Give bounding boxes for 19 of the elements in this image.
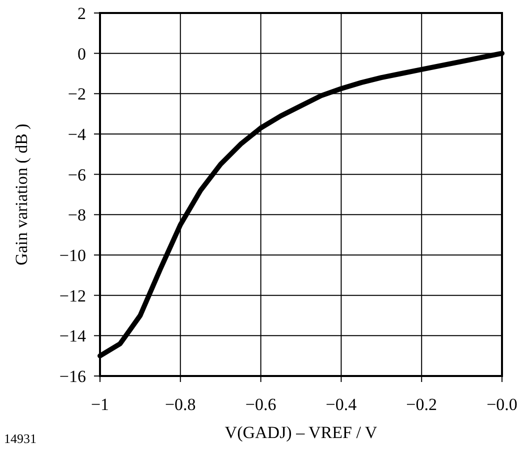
x-tick-label: −0.4	[326, 395, 358, 414]
x-tick-label: −1	[90, 395, 110, 414]
y-tick-label: −14	[59, 326, 86, 346]
x-axis-title: V(GADJ) – VREF / V	[224, 423, 378, 442]
text: 14931	[4, 431, 36, 446]
x-tick-label: −0.6	[245, 395, 276, 414]
x-tick-label: −0.0	[486, 395, 518, 414]
y-tick-label: −12	[59, 286, 86, 306]
x-tick-label: −0.2	[406, 395, 438, 414]
y-axis-title: Gain variation ( dB )	[12, 124, 31, 266]
x-tick-label: −0.8	[164, 395, 196, 414]
y-tick-label: 0	[78, 44, 86, 64]
y-tick-label: −10	[59, 246, 86, 265]
y-tick-label: −8	[68, 206, 86, 225]
y-tick-label: −16	[59, 366, 86, 386]
y-tick-label: −6	[68, 165, 86, 184]
y-tick-label: −4	[68, 124, 86, 144]
y-tick-label: −2	[68, 84, 86, 104]
y-tick-label: 2	[78, 4, 86, 23]
